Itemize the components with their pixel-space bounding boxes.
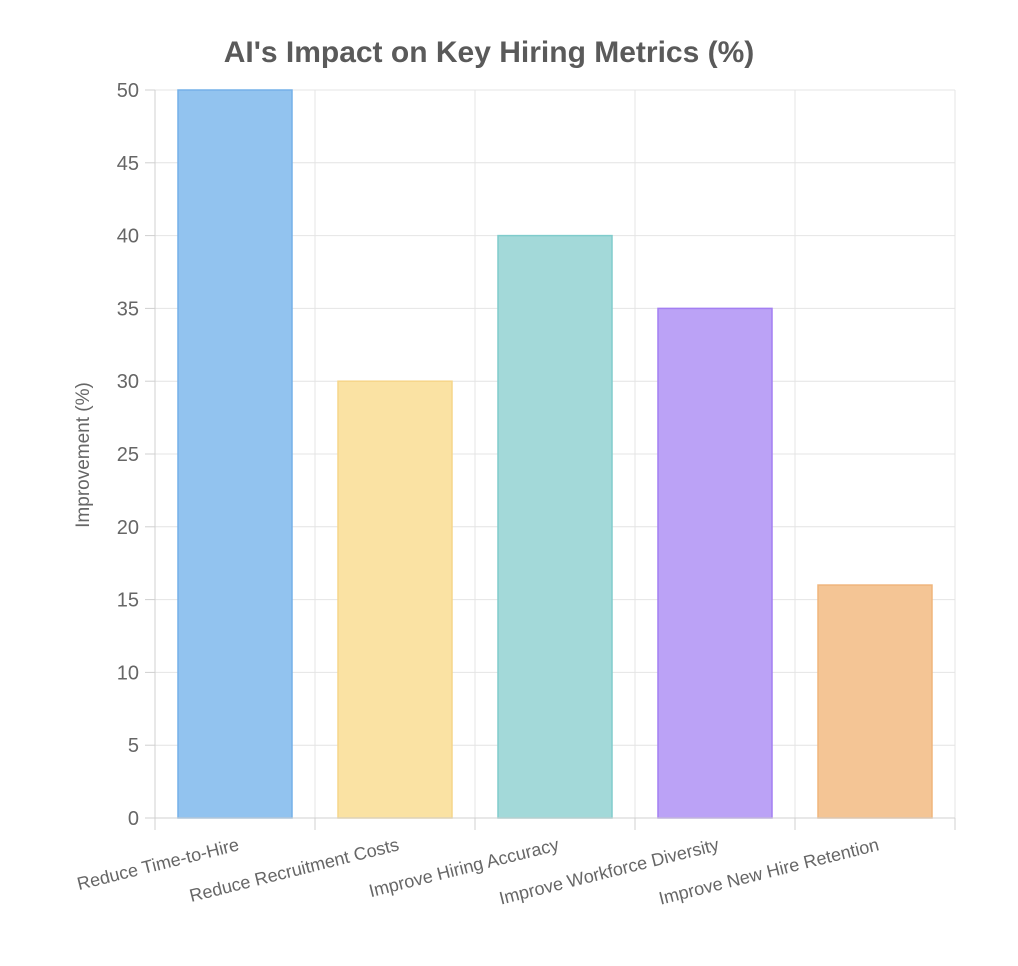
bar-5[interactable] [817,584,933,819]
y-tick-label: 50 [117,80,139,102]
y-tick-label: 20 [117,517,139,539]
y-tick-label: 15 [117,590,139,612]
bar-3[interactable] [497,234,613,819]
bar-1[interactable] [177,89,293,819]
y-tick-label: 0 [128,808,139,830]
chart-title: AI's Impact on Key Hiring Metrics (%) [224,36,755,69]
bar-4[interactable] [657,307,773,819]
y-tick-label: 10 [117,662,139,684]
y-tick-label: 40 [117,226,139,248]
y-axis-title: Improvement (%) [73,382,94,528]
y-tick-label: 35 [117,298,139,320]
bar-2[interactable] [337,380,453,819]
bars [177,89,933,819]
y-tick-label: 25 [117,444,139,466]
y-tick-label: 30 [117,371,139,393]
y-tick-label: 5 [128,735,139,757]
y-tick-label: 45 [117,153,139,175]
y-axis-ticks: 0 5 10 15 20 25 30 35 40 45 50 [117,80,155,830]
